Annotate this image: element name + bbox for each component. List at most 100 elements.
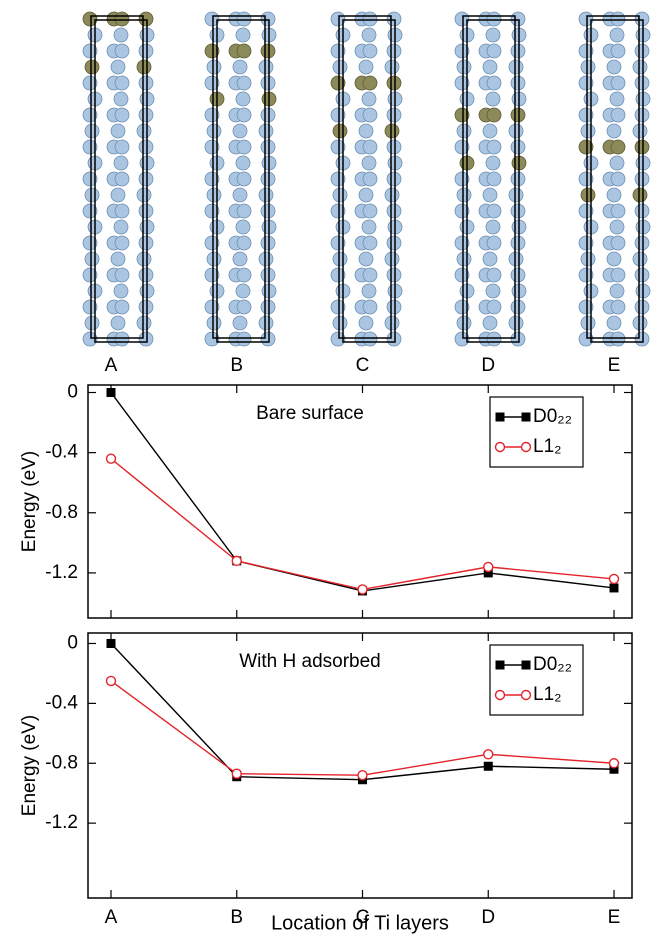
atom <box>611 108 625 122</box>
atom <box>363 44 377 58</box>
atom <box>363 76 377 90</box>
atom <box>611 172 625 186</box>
atom <box>635 12 649 26</box>
figure: 0-0.4-0.8-1.2ABCDEEnergy (eV)Bare surfac… <box>0 0 657 939</box>
atom <box>385 252 399 266</box>
atom <box>207 60 221 74</box>
atom <box>139 44 153 58</box>
atom <box>387 140 401 154</box>
atom <box>486 284 500 298</box>
atom <box>237 172 251 186</box>
atom <box>114 284 128 298</box>
atom <box>333 316 347 330</box>
atom <box>483 60 497 74</box>
atom <box>114 220 128 234</box>
structure <box>331 12 402 346</box>
legend-label: D0₂₂ <box>533 654 572 675</box>
marker <box>232 556 241 565</box>
atom <box>385 124 399 138</box>
atom <box>487 204 501 218</box>
atom <box>236 284 250 298</box>
atom <box>385 188 399 202</box>
marker <box>522 443 531 452</box>
marker <box>358 585 367 594</box>
atom <box>139 12 153 26</box>
marker <box>610 583 619 592</box>
atom <box>581 316 595 330</box>
atom <box>607 316 621 330</box>
atom <box>611 12 625 26</box>
y-tick-label: -0.8 <box>45 502 78 523</box>
atom <box>237 268 251 282</box>
y-tick-label: 0 <box>67 632 78 653</box>
atom <box>115 172 129 186</box>
marker <box>496 443 505 452</box>
structure <box>455 12 526 346</box>
atom <box>237 236 251 250</box>
atom <box>115 108 129 122</box>
atom <box>363 172 377 186</box>
atom <box>261 172 275 186</box>
atom <box>233 124 247 138</box>
atom <box>483 252 497 266</box>
atom <box>457 124 471 138</box>
atom <box>363 300 377 314</box>
atom <box>85 252 99 266</box>
atom <box>487 236 501 250</box>
atom <box>85 124 99 138</box>
atom <box>359 124 373 138</box>
atom <box>139 332 153 346</box>
x-tick-label: E <box>608 355 621 376</box>
legend-label: D0₂₂ <box>533 406 572 427</box>
atom <box>363 236 377 250</box>
atom <box>457 188 471 202</box>
atom <box>261 300 275 314</box>
atom <box>362 220 376 234</box>
atom <box>261 268 275 282</box>
structure <box>205 12 276 346</box>
atom <box>487 300 501 314</box>
atom <box>85 188 99 202</box>
x-tick-label: D <box>481 355 495 376</box>
atom <box>333 252 347 266</box>
marker <box>232 769 241 778</box>
atom <box>635 236 649 250</box>
atom <box>610 28 624 42</box>
atom <box>233 316 247 330</box>
x-tick-label: B <box>230 907 243 928</box>
y-tick-label: -1.2 <box>45 812 78 833</box>
atom <box>137 252 151 266</box>
atom <box>387 108 401 122</box>
atom <box>387 236 401 250</box>
atom <box>457 252 471 266</box>
atom <box>633 60 647 74</box>
atom <box>111 60 125 74</box>
atom <box>261 108 275 122</box>
atom <box>237 44 251 58</box>
atom <box>457 60 471 74</box>
x-tick-label: A <box>105 907 118 928</box>
marker <box>496 413 505 422</box>
y-axis-title: Energy (eV) <box>19 451 40 552</box>
atom <box>487 12 501 26</box>
atom <box>385 316 399 330</box>
atom <box>111 252 125 266</box>
atom <box>362 156 376 170</box>
atom <box>359 316 373 330</box>
atom <box>387 12 401 26</box>
atom <box>635 300 649 314</box>
atom <box>487 268 501 282</box>
atom <box>387 44 401 58</box>
atom <box>511 332 525 346</box>
atom <box>261 204 275 218</box>
atom <box>236 28 250 42</box>
atom <box>511 300 525 314</box>
atom <box>261 236 275 250</box>
atom <box>139 76 153 90</box>
atom <box>509 188 523 202</box>
atom <box>115 76 129 90</box>
atom <box>511 236 525 250</box>
atom <box>610 284 624 298</box>
atom <box>139 236 153 250</box>
atom <box>635 76 649 90</box>
